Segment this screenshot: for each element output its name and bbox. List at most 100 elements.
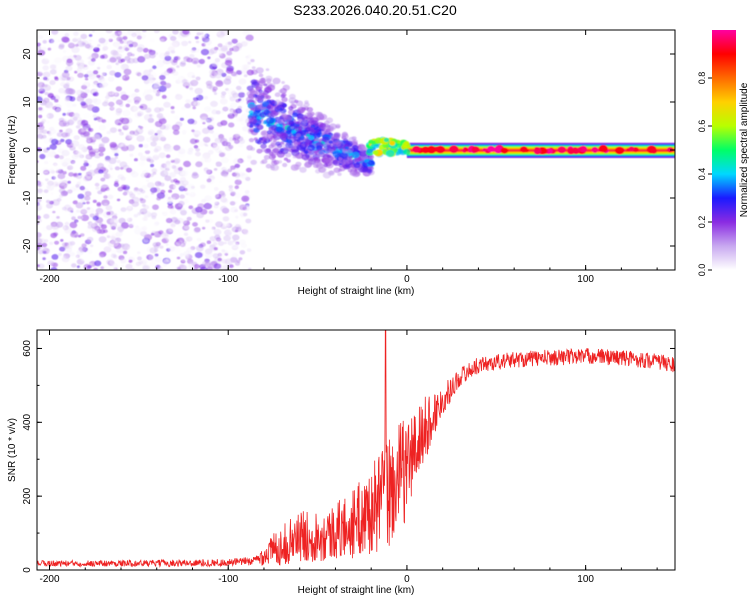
- spectrogram-cell: [87, 145, 93, 151]
- spectrogram-cell: [123, 212, 131, 219]
- spectrogram-cell: [299, 166, 307, 173]
- spectrogram-cell: [128, 206, 132, 209]
- spectrogram-cell: [56, 216, 60, 219]
- spectrogram-cell: [124, 56, 131, 61]
- spectrogram-cell: [238, 257, 243, 261]
- spectrogram-cell: [226, 204, 230, 208]
- spectrogram-cell: [317, 121, 324, 128]
- spectrogram-cell: [266, 132, 275, 140]
- spectrogram-cell: [275, 126, 284, 133]
- spectrogram-cell: [246, 155, 253, 161]
- spectrogram-cell: [94, 187, 100, 192]
- spectrogram-cell: [100, 177, 106, 182]
- spectrogram-cell: [127, 246, 134, 251]
- spectrogram-cell: [208, 210, 214, 215]
- spectrogram-cell: [77, 72, 84, 78]
- spectrogram-cell: [80, 207, 88, 214]
- spectrogram-cell: [245, 34, 254, 42]
- spectrogram-cell: [43, 113, 50, 119]
- spectrogram-cell: [86, 207, 91, 210]
- spectrogram-cell: [53, 232, 59, 237]
- spectrogram-cell: [242, 105, 247, 110]
- spectrogram-cell: [289, 143, 298, 150]
- spectrogram-cell: [412, 145, 421, 153]
- spectrogram-cell: [152, 83, 161, 90]
- spectrogram-cell: [199, 266, 208, 270]
- spectrogram-cell: [54, 240, 60, 245]
- spectrogram-cell: [148, 254, 157, 262]
- spectrogram-cell: [110, 239, 119, 247]
- spectrogram-cell: [106, 130, 111, 135]
- spectrogram-cell: [58, 155, 64, 160]
- spectrogram-cell: [225, 67, 234, 74]
- spectrogram-cell: [169, 172, 177, 178]
- spectrogram-cell: [173, 183, 180, 189]
- spectrogram-cell: [259, 137, 267, 144]
- spectrogram-cell: [337, 172, 342, 176]
- spectrogram-cell: [164, 82, 172, 89]
- x-tick-label: -200: [40, 274, 60, 285]
- spectrogram-cell: [273, 99, 282, 106]
- spectrogram-cell: [41, 167, 50, 174]
- spectrogram-cell: [125, 263, 133, 270]
- spectrogram-cell: [103, 246, 112, 253]
- spectrogram-cell: [213, 242, 218, 246]
- spectrogram-cell: [96, 203, 102, 207]
- spectrogram-cell: [194, 94, 199, 98]
- spectrogram-cell: [188, 205, 194, 210]
- spectrogram-cell: [150, 141, 157, 147]
- spectrogram-cell: [281, 81, 285, 84]
- colorbar-ticks: 0.0 0.2 0.4 0.6 0.8: [697, 72, 712, 276]
- spectrogram-cell: [137, 191, 142, 195]
- spectrogram-cell: [269, 110, 279, 117]
- spectrogram-cell: [64, 185, 70, 190]
- spectrogram-cell: [180, 218, 187, 224]
- spectrogram-cell: [435, 145, 446, 154]
- spectrogram-cell: [138, 118, 143, 122]
- spectrogram-cell: [249, 124, 254, 128]
- spectrogram-cell: [220, 120, 228, 126]
- spectrogram-cell: [37, 198, 45, 204]
- spectrogram-cell: [92, 199, 97, 203]
- spectrogram-cell: [172, 30, 179, 35]
- spectrogram-cell: [115, 64, 123, 72]
- spectrogram-cell: [47, 244, 56, 252]
- spectrogram-cell: [299, 151, 304, 155]
- spectrogram-cell: [67, 109, 72, 113]
- spectrogram-cell: [270, 164, 279, 171]
- spectrogram-cell: [51, 214, 58, 220]
- spectrogram-cell: [142, 47, 149, 53]
- spectrogram-cell: [228, 185, 233, 189]
- spectrogram-cell: [134, 244, 142, 251]
- spectrogram-cell: [49, 241, 54, 245]
- spectrogram-cell: [159, 245, 164, 249]
- spectrogram-cell: [260, 148, 266, 153]
- spectrogram-cell: [93, 181, 101, 187]
- spectrogram-cell: [128, 191, 134, 196]
- spectrogram-cell: [318, 163, 324, 168]
- spectrogram-cell: [280, 141, 285, 145]
- spectrogram-cell: [426, 145, 437, 154]
- spectrogram-cell: [209, 236, 216, 242]
- spectrogram-cell: [152, 137, 159, 142]
- spectrogram-cell: [54, 76, 58, 80]
- spectrogram-cell: [178, 234, 182, 237]
- spectrogram-cell: [238, 143, 244, 148]
- spectrogram-cell: [193, 130, 201, 137]
- spectrogram-cell: [170, 50, 176, 54]
- spectrogram-cell: [119, 40, 124, 44]
- spectrogram-cell: [234, 185, 240, 190]
- spectrogram-cell: [165, 145, 174, 153]
- spectrogram-cell: [92, 44, 98, 49]
- spectrogram-cell: [241, 126, 249, 132]
- spectrogram-cell: [487, 145, 495, 153]
- spectrogram-cell: [73, 135, 80, 141]
- spectrogram-cell: [181, 40, 189, 47]
- spectrogram-cell: [88, 123, 94, 128]
- spectrogram-cell: [273, 160, 280, 165]
- spectrogram-cell: [71, 161, 77, 165]
- spectrogram-cell: [43, 76, 48, 81]
- spectrogram-cell: [119, 243, 125, 248]
- spectrogram-cell: [42, 71, 51, 78]
- spectrogram-cell: [213, 193, 219, 198]
